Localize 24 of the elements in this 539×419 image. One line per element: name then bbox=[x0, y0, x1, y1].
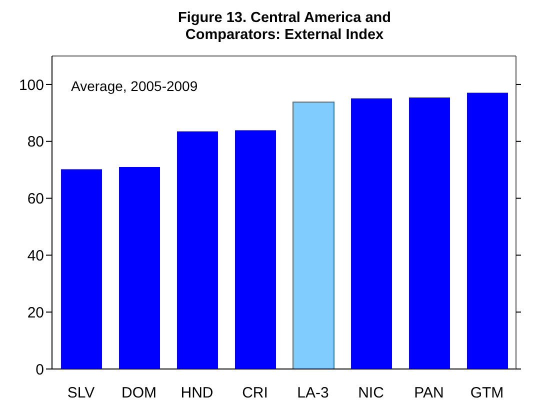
y-tick-label: 20 bbox=[27, 304, 44, 322]
x-tick-label: NIC bbox=[358, 384, 384, 402]
chart-title: Figure 13. Central America and Comparators: External Index bbox=[176, 10, 392, 44]
y-tick-label: 40 bbox=[27, 248, 44, 265]
x-tick-label: SLV bbox=[67, 384, 95, 402]
y-tick-label: 60 bbox=[27, 190, 44, 208]
bar bbox=[351, 98, 392, 369]
annotation: Average, 2005-2009 bbox=[71, 78, 198, 94]
bar bbox=[409, 98, 450, 369]
x-tick-label: DOM bbox=[122, 384, 156, 402]
x-tick-label: PAN bbox=[414, 384, 444, 402]
y-tick-label: 100 bbox=[18, 76, 44, 94]
bar bbox=[292, 102, 334, 369]
bar bbox=[235, 130, 276, 369]
bar bbox=[467, 92, 508, 369]
x-tick-label: GTM bbox=[470, 384, 504, 402]
x-tick-label: CRI bbox=[242, 384, 268, 402]
x-tick-label: LA-3 bbox=[297, 384, 329, 402]
x-tick-label: HND bbox=[180, 384, 214, 402]
bar bbox=[119, 166, 160, 369]
y-tick-label: 80 bbox=[27, 134, 44, 151]
bar bbox=[61, 169, 102, 369]
bar bbox=[177, 131, 218, 369]
y-tick-label: 0 bbox=[36, 361, 44, 378]
